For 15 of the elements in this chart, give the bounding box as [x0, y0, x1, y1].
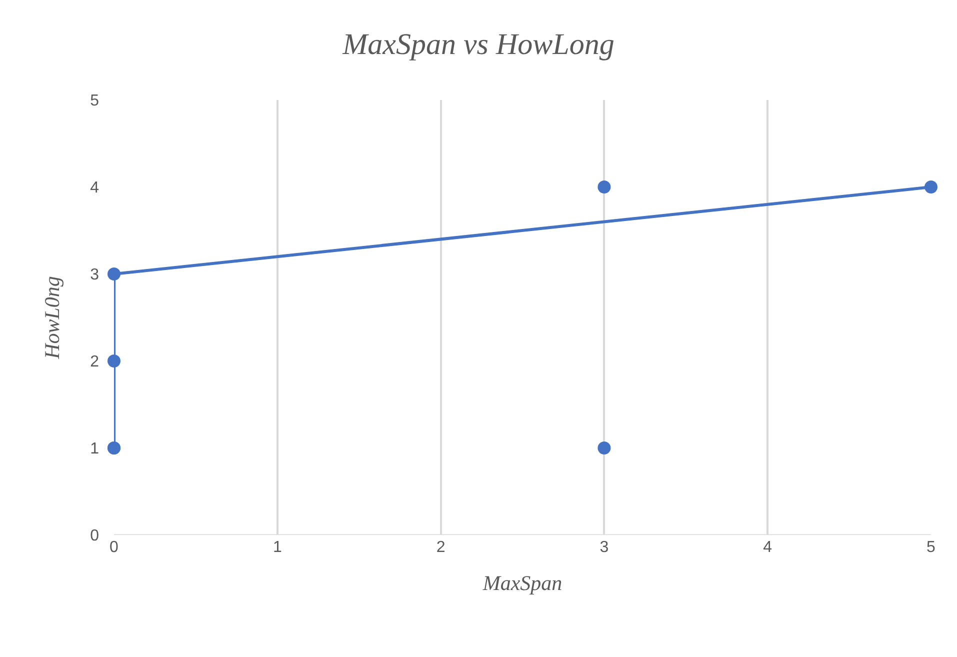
y-tick-label: 4	[90, 180, 100, 197]
x-tick-label: 5	[926, 539, 936, 556]
y-tick-label: 5	[90, 92, 100, 110]
x-tick-label: 1	[272, 539, 282, 556]
x-axis-title: MaxSpan	[482, 571, 562, 596]
x-tick-label: 4	[763, 539, 772, 556]
y-tick-label: 1	[90, 440, 100, 458]
y-axis-title: HowL0ng	[40, 276, 64, 360]
x-tick-label: 0	[110, 539, 119, 556]
y-tick-label: 2	[90, 354, 100, 371]
y-tick-label: 3	[90, 266, 100, 284]
y-tick-label: 0	[90, 528, 100, 545]
x-tick-label: 3	[600, 539, 609, 556]
chart-title: MaxSpan vs HowLong	[342, 28, 614, 61]
x-tick-label: 2	[436, 539, 446, 556]
